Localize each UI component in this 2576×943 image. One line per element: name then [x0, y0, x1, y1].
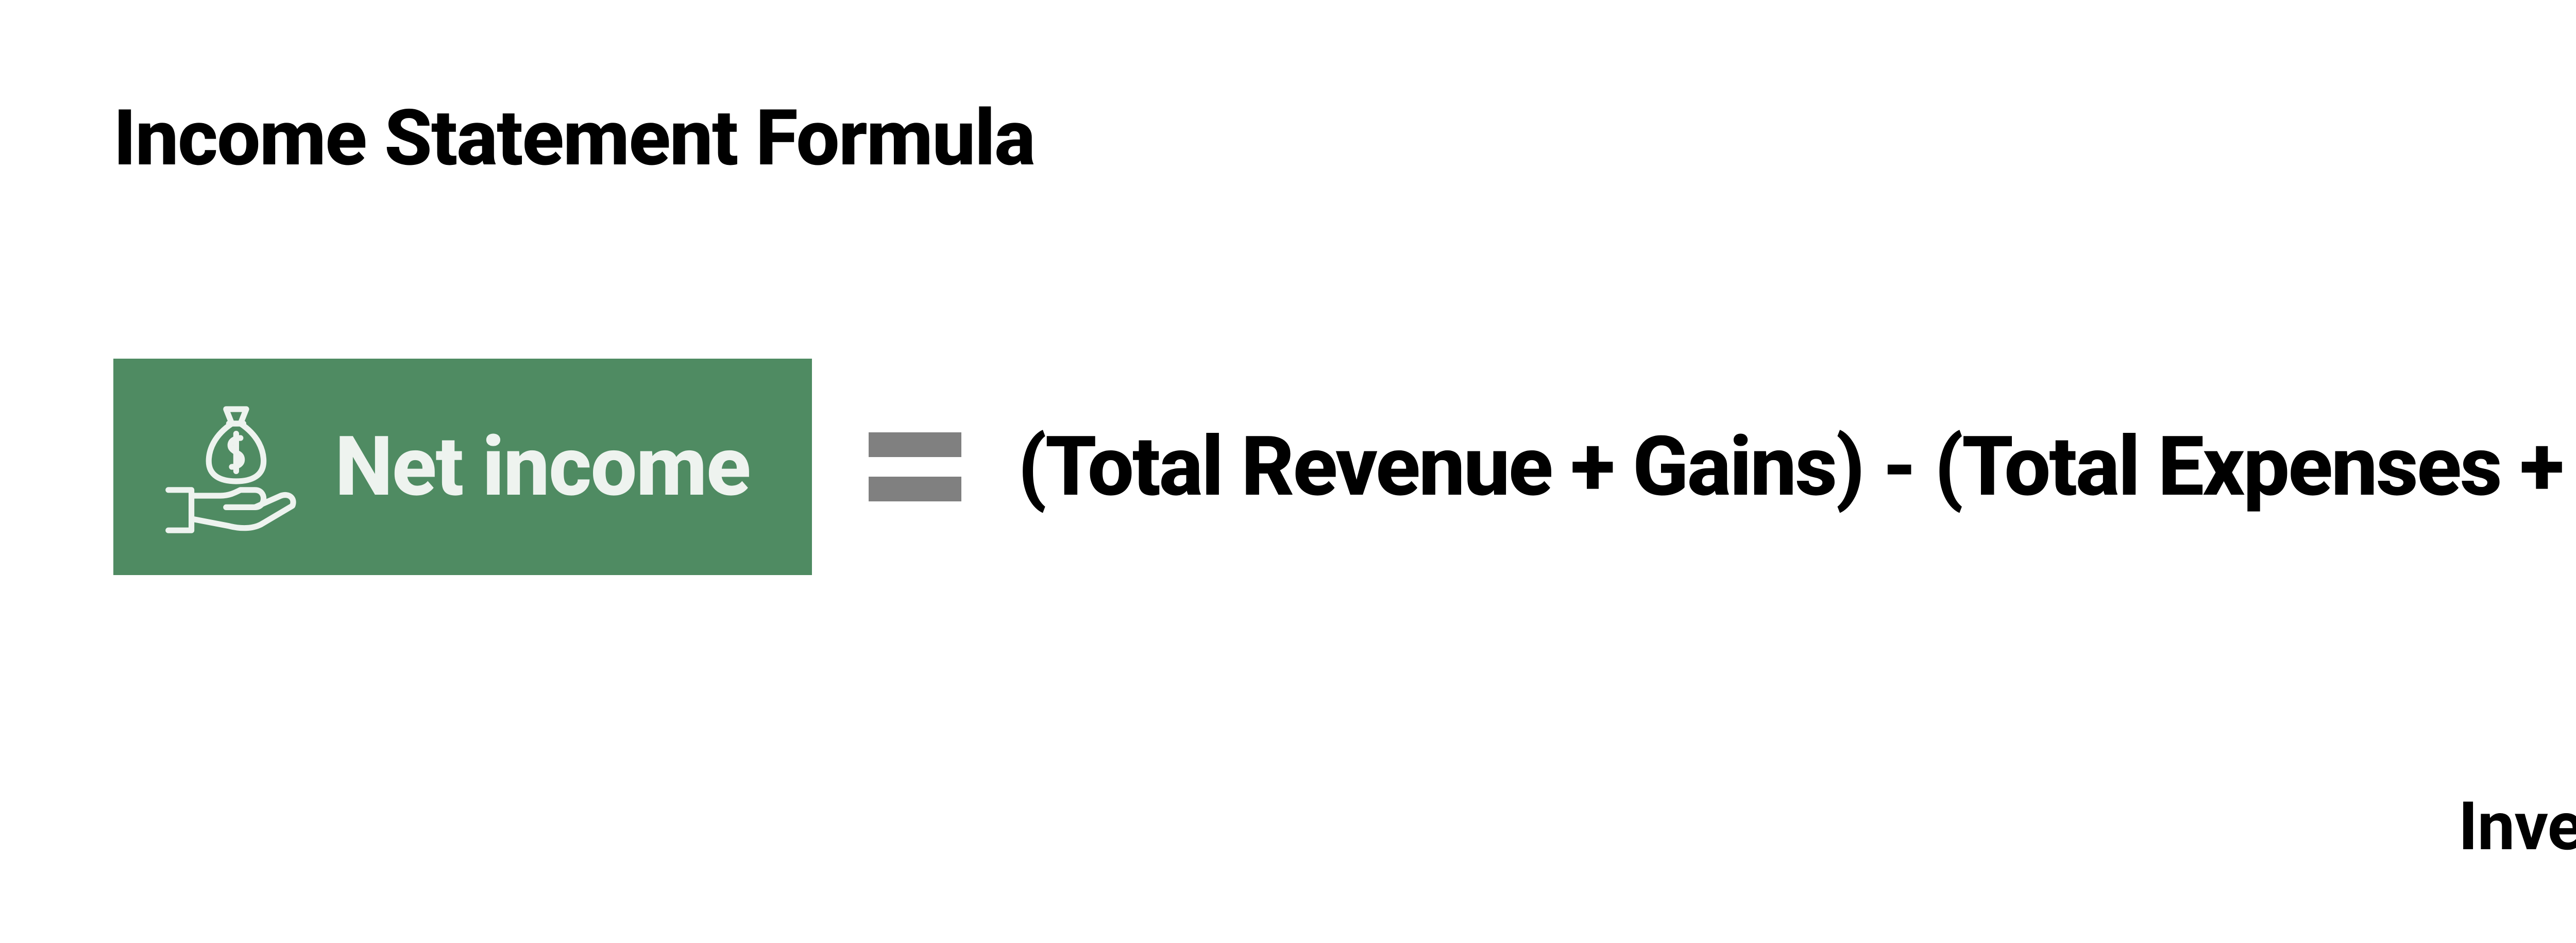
brand-part1: Investing: [2459, 787, 2576, 866]
formula-expression: (Total Revenue + Gains) - (Total Expense…: [1018, 419, 2576, 515]
equals-bar-top: [869, 432, 961, 457]
money-bag-hand-icon: [160, 395, 304, 539]
net-income-label: Net income: [335, 419, 750, 515]
equals-bar-bottom: [869, 477, 961, 501]
brand-logo: InvestingAnswers: [2459, 787, 2576, 866]
equals-sign: [869, 432, 961, 501]
net-income-badge: Net income: [113, 359, 812, 575]
page-title: Income Statement Formula: [113, 93, 2576, 183]
formula-row: Net income (Total Revenue + Gains) - (To…: [113, 359, 2576, 575]
